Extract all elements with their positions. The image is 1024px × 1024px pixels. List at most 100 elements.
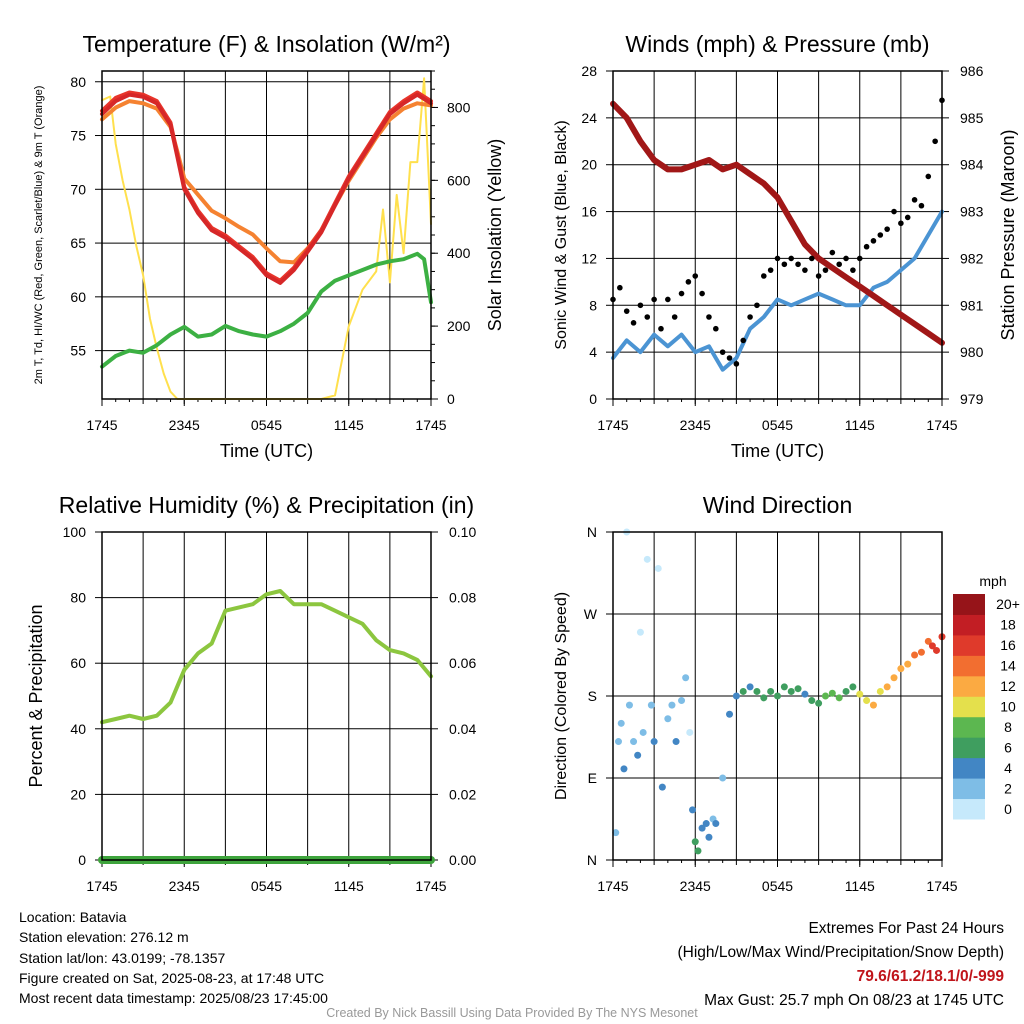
colorbar-label: 16 [1000, 637, 1016, 653]
x-tick-label: 0545 [762, 878, 793, 894]
direction-point [739, 687, 747, 695]
gust-point [870, 238, 877, 244]
gust-point [932, 138, 938, 145]
gust-point [781, 261, 788, 268]
y2-axis-label: Station Pressure (Maroon) [998, 129, 1018, 340]
direction-point [774, 692, 781, 700]
extremes-legend: (High/Low/Max Wind/Precipitation/Snow De… [677, 944, 1005, 961]
y-tick-label: 24 [581, 110, 597, 126]
gust-point [856, 255, 863, 262]
panel-title: Winds (mph) & Pressure (mb) [625, 31, 929, 57]
gust-point [637, 302, 644, 309]
colorbar-label: 6 [1004, 739, 1012, 755]
direction-point [634, 751, 642, 759]
direction-point [647, 701, 655, 709]
panel-title: Relative Humidity (%) & Precipitation (i… [59, 492, 474, 518]
direction-point [821, 692, 829, 700]
gust-point [884, 226, 890, 232]
y-tick-label: 0 [78, 852, 86, 868]
colorbar-swatch [953, 675, 985, 697]
x-axis-label: Time (UTC) [731, 441, 824, 461]
direction-point [691, 838, 699, 846]
gust-point [760, 273, 767, 279]
colorbar-swatch [953, 716, 985, 738]
y2-tick-label: 200 [447, 318, 471, 334]
dew-line [100, 251, 433, 369]
gust-point [822, 267, 829, 273]
gust-point [877, 232, 884, 238]
panel-title: Wind Direction [703, 492, 853, 518]
gust-point [651, 296, 657, 303]
station-info: Location: Batavia Station elevation: 276… [19, 907, 328, 1008]
direction-point [767, 687, 775, 695]
direction-point [911, 651, 919, 659]
gust-point [863, 243, 870, 250]
plot-frame [101, 70, 432, 400]
y2-tick-label: 0.00 [449, 852, 476, 868]
x-tick-label: 1745 [926, 878, 957, 894]
x-tick-label: 2345 [169, 878, 200, 894]
plot-frame [101, 531, 432, 861]
gust-point [911, 197, 918, 203]
gust-point [699, 290, 705, 297]
direction-point [694, 847, 702, 855]
gust-point [685, 279, 692, 285]
gust-point [808, 255, 815, 262]
extremes-title: Extremes For Past 24 Hours [808, 920, 1004, 937]
x-tick-label: 0545 [251, 878, 282, 894]
direction-point [780, 683, 788, 691]
direction-point [630, 738, 638, 746]
direction-point [620, 765, 628, 773]
y2-tick-label: 0.06 [449, 655, 476, 671]
direction-point [815, 699, 823, 707]
y-tick-label: 20 [70, 786, 86, 802]
gust-point [726, 355, 733, 361]
gust-point [719, 349, 726, 355]
gust-point [774, 255, 781, 262]
x-axis-label: Time (UTC) [220, 441, 313, 461]
y-tick-label: E [588, 770, 597, 786]
plot-frame [612, 70, 943, 400]
direction-point [801, 690, 809, 698]
rh-line [100, 589, 433, 725]
pressure-line [610, 100, 945, 346]
colorbar-swatch [953, 778, 985, 800]
created-text: Figure created on Sat, 2025-08-23, at 17… [19, 969, 325, 986]
direction-point [664, 715, 672, 723]
direction-point [614, 738, 622, 746]
direction-point [732, 692, 740, 700]
y-tick-label: N [587, 852, 597, 868]
direction-point [787, 687, 795, 695]
direction-point [702, 820, 710, 828]
y-axis-label: Sonic Wind & Gust (Blue, Black) [553, 120, 570, 349]
colorbar-swatch [953, 614, 985, 636]
direction-point [760, 694, 768, 702]
x-tick-label: 1145 [845, 417, 875, 433]
y-tick-label: S [588, 688, 597, 704]
gust-point [692, 273, 699, 279]
direction-point [842, 687, 850, 695]
x-tick-label: 0545 [251, 417, 282, 433]
y-tick-label: 12 [581, 250, 597, 266]
gust-point [850, 267, 856, 273]
direction-point [917, 648, 925, 656]
gust-point [843, 255, 849, 262]
y-tick-label: 20 [581, 157, 597, 173]
gust-point [630, 320, 637, 326]
y-tick-label: 0 [589, 391, 597, 407]
y-tick-label: W [584, 606, 598, 622]
x-tick-label: 1145 [334, 878, 364, 894]
direction-point [933, 646, 941, 654]
gust-point [617, 284, 623, 291]
colorbar-label: 0 [1004, 801, 1012, 817]
direction-point [625, 701, 633, 709]
gust-point [733, 361, 740, 367]
y-tick-label: 55 [70, 343, 86, 359]
direction-point [928, 642, 936, 650]
gust-point [678, 290, 685, 297]
y2-tick-label: 981 [960, 297, 984, 313]
x-tick-label: 1745 [86, 878, 117, 894]
colorbar-label: 2 [1004, 780, 1012, 796]
max-gust-text: Max Gust: 25.7 mph On 08/23 at 1745 UTC [704, 992, 1004, 1009]
y-tick-label: 8 [589, 297, 597, 313]
